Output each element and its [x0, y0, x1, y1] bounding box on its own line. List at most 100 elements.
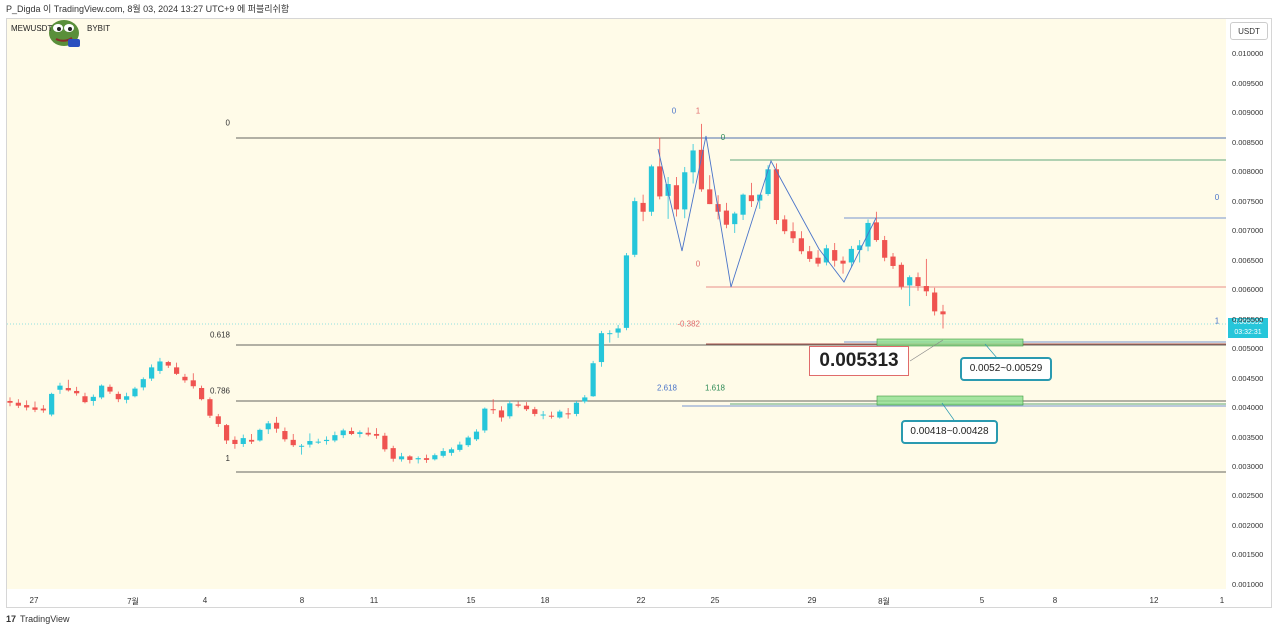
candle-body: [548, 415, 555, 417]
candle: [548, 411, 555, 419]
candle-body: [273, 422, 280, 429]
candle-body: [632, 201, 638, 255]
y-tick-label: 0.007500: [1232, 196, 1264, 206]
candle-body: [298, 445, 305, 447]
candle-body: [857, 245, 863, 251]
y-tick-label: 0.002000: [1232, 520, 1264, 530]
fib-lines: [7, 137, 1226, 473]
candle: [7, 397, 13, 407]
footer-brand-text: TradingView: [20, 614, 70, 624]
candle: [590, 360, 596, 397]
fib-label: 1: [226, 454, 231, 463]
pointer-main: [909, 339, 944, 362]
candle-body: [932, 292, 938, 312]
candle-body: [707, 189, 713, 205]
candle: [873, 211, 879, 242]
candle-body: [348, 431, 355, 434]
candle: [90, 394, 96, 406]
price-callout-main: 0.005313: [809, 346, 909, 376]
candle-body: [465, 437, 471, 446]
x-tick-label: 22: [636, 596, 646, 605]
symbol-label[interactable]: MEWUSDT: [11, 24, 53, 33]
candle: [823, 244, 829, 266]
candle-body: [807, 251, 813, 259]
candle-body: [840, 260, 846, 264]
countdown-value: 03:32:31: [1234, 329, 1262, 336]
y-tick-label: 0.002500: [1232, 491, 1264, 501]
candle: [265, 421, 271, 434]
candle-body: [640, 202, 646, 212]
candle: [582, 395, 588, 404]
candle: [365, 427, 371, 437]
candle-body: [882, 240, 888, 258]
candle: [190, 373, 196, 389]
candle-body: [698, 149, 705, 190]
candle-body: [174, 367, 180, 374]
candle-body: [440, 451, 446, 456]
zone-callout-lower: 0.00418~0.00428: [901, 420, 998, 444]
candle: [57, 382, 63, 394]
candle-body: [507, 403, 513, 417]
candle-body: [340, 430, 346, 436]
x-tick-label: 5: [979, 596, 985, 605]
candle-body: [107, 386, 113, 392]
fib-label: 0: [1215, 193, 1220, 202]
candle: [723, 202, 730, 229]
fib-label: 0: [672, 106, 677, 115]
candle: [890, 253, 896, 269]
candle-body: [690, 150, 696, 173]
candle: [632, 197, 638, 258]
candle: [640, 194, 646, 222]
candle: [915, 272, 921, 291]
candle-body: [523, 405, 530, 410]
candle-body: [848, 248, 854, 263]
x-tick-label: 8: [299, 596, 305, 605]
candle-body: [215, 416, 221, 424]
candle-body: [448, 449, 455, 453]
candle: [940, 304, 946, 329]
x-tick-label: 8월: [878, 597, 890, 606]
fib-label: 0.786: [210, 386, 231, 395]
candle: [865, 219, 871, 252]
candle-body: [532, 409, 538, 414]
candle: [648, 164, 655, 216]
candle: [32, 401, 38, 413]
candle: [557, 409, 563, 419]
candle-body: [673, 185, 680, 210]
candle-body: [582, 397, 588, 402]
candle-body: [457, 444, 463, 450]
candle: [615, 324, 621, 338]
candle-body: [482, 408, 488, 431]
candle: [348, 427, 355, 436]
candle: [565, 408, 571, 419]
candle-body: [823, 248, 829, 263]
candle: [407, 455, 413, 464]
candle-body: [265, 423, 271, 430]
candle: [657, 137, 663, 200]
x-tick-label: 11: [369, 596, 379, 605]
x-tick-label: 8: [1052, 596, 1058, 605]
chart-plot-area[interactable]: 0 0.618 0.786 1 0 1 0 0 0 -0.382 2.618 1.618 1: [7, 19, 1226, 589]
fib-label: 1: [1215, 317, 1220, 326]
candle: [790, 222, 796, 243]
candle: [290, 433, 296, 447]
x-tick-label: 1: [1219, 596, 1225, 605]
y-tick-label: 0.003500: [1232, 432, 1264, 442]
candle-body: [115, 393, 121, 400]
candle-body: [657, 166, 663, 197]
candle: [740, 193, 746, 221]
candle: [124, 392, 130, 404]
candle-body: [382, 435, 388, 450]
candle: [498, 406, 505, 422]
candle: [415, 456, 421, 464]
zone-callout-upper: 0.0052~0.00529: [960, 357, 1052, 381]
candle: [673, 176, 680, 217]
candle-body: [790, 231, 796, 239]
pointer-upper: [984, 343, 998, 359]
candle-body: [423, 458, 430, 460]
currency-button[interactable]: USDT: [1230, 22, 1268, 40]
y-tick-label: 0.004500: [1232, 373, 1264, 383]
candle-body: [15, 402, 21, 406]
y-tick-label: 0.005000: [1232, 344, 1264, 354]
candle: [473, 429, 480, 442]
